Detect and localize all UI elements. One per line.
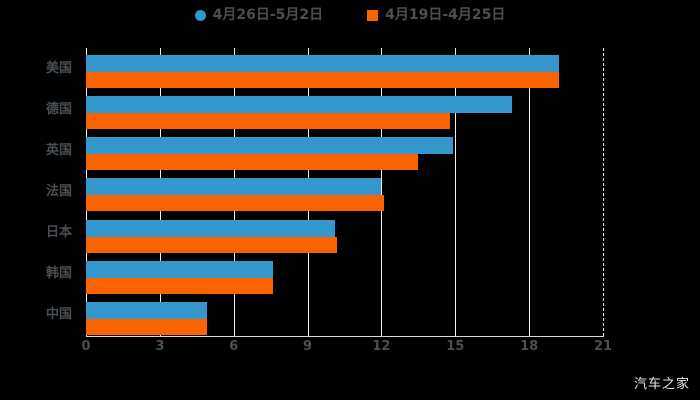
y-axis-tick-label: 美国 (45, 60, 72, 76)
gridline (603, 48, 604, 336)
bar[interactable] (86, 301, 207, 319)
y-axis-tick-label: 中国 (45, 307, 72, 323)
bar[interactable] (86, 219, 335, 237)
x-axis-tick-label: 21 (593, 339, 613, 354)
y-axis-tick-label: 韩国 (45, 266, 72, 282)
bar[interactable] (86, 260, 274, 278)
watermark: 汽车之家 (633, 377, 690, 392)
x-axis-tick-label: 18 (520, 339, 539, 354)
bar-group-德国 (86, 89, 603, 130)
bar[interactable] (86, 178, 382, 196)
bar[interactable] (86, 195, 384, 212)
bar[interactable] (86, 113, 451, 130)
bar[interactable] (86, 154, 419, 171)
bar[interactable] (86, 55, 559, 72)
y-axis-tick-label: 英国 (45, 142, 72, 158)
bar[interactable] (86, 137, 453, 155)
legend-item[interactable]: 4月19日-4月25日 (367, 8, 505, 22)
y-axis-tick-label: 法国 (45, 184, 72, 199)
plot-area (86, 48, 604, 336)
y-axis-tick-label: 德国 (45, 101, 72, 117)
x-axis-tick-label: 15 (446, 339, 465, 354)
bar-group-韩国 (86, 254, 603, 294)
bar-group-美国 (86, 48, 603, 88)
bar-group-英国 (86, 130, 603, 171)
bar[interactable] (86, 72, 559, 88)
chart-legend: 4月26日-5月2日 4月19日-4月25日 (0, 0, 700, 30)
bar[interactable] (86, 277, 274, 294)
bar[interactable] (86, 318, 207, 335)
square-marker (367, 9, 379, 21)
x-axis-tick-label: 0 (81, 339, 91, 354)
gridline (455, 48, 457, 336)
bar[interactable] (86, 96, 512, 114)
gridline (381, 48, 383, 336)
legend-item-label: 4月26日-5月2日 (212, 7, 324, 23)
x-axis-tick-label: 12 (372, 339, 391, 354)
x-axis-tick-label: 3 (155, 339, 165, 354)
x-axis-tick-label: 6 (229, 339, 239, 354)
x-axis-tick-label: 9 (303, 339, 313, 354)
legend-item-label: 4月19日-4月25日 (385, 7, 506, 23)
bar[interactable] (86, 236, 338, 253)
bar-group-法国 (86, 171, 603, 212)
y-axis-labels: 美国德国英国法国日本韩国中国 (0, 48, 86, 336)
y-axis-tick-label: 日本 (45, 225, 72, 241)
gridline (529, 48, 531, 336)
legend-item[interactable]: 4月26日-5月2日 (194, 7, 324, 23)
bar-group-日本 (86, 213, 603, 253)
x-axis-labels: 0 3 6 9 12 15 18 21 (0, 340, 700, 362)
bar-group-中国 (86, 295, 603, 335)
x-axis-line (86, 336, 604, 337)
circle-marker (194, 9, 206, 21)
